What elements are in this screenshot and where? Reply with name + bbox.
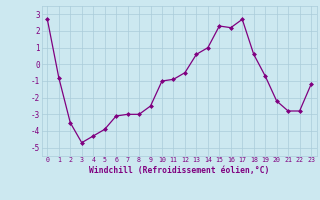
X-axis label: Windchill (Refroidissement éolien,°C): Windchill (Refroidissement éolien,°C)	[89, 166, 269, 175]
